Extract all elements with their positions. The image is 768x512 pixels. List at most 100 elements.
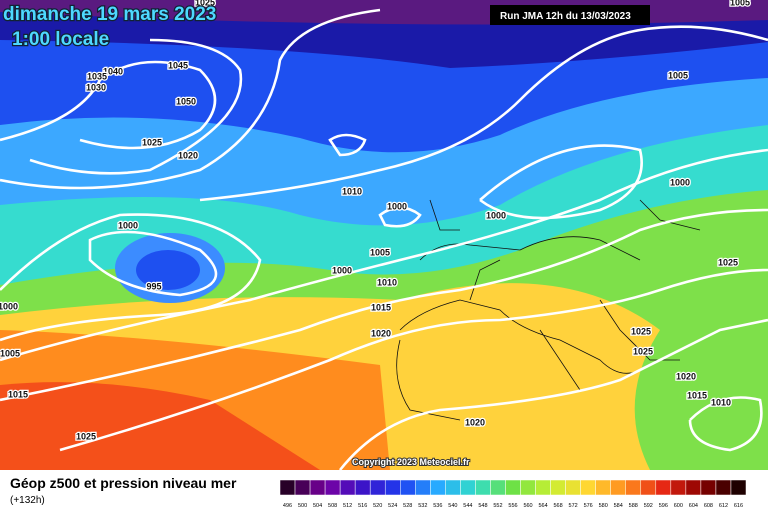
isobar-label: 1000 xyxy=(486,210,506,220)
isobar-label: 1010 xyxy=(711,397,731,407)
isobar-label: 1025 xyxy=(631,326,651,336)
isobar-label: 1015 xyxy=(8,389,28,399)
isobar-label: 1020 xyxy=(371,328,391,338)
colorbar-cell xyxy=(550,479,566,496)
isobar-label: 1005 xyxy=(668,70,688,80)
field xyxy=(136,250,200,290)
isobar-label: 1025 xyxy=(76,431,96,441)
colorbar-cell xyxy=(294,479,311,496)
isobar-label: 1035 xyxy=(87,71,107,81)
colorbar-label: 588 xyxy=(629,503,638,509)
colorbar-cell xyxy=(535,479,551,496)
colorbar-label: 572 xyxy=(569,503,578,509)
colorbar-cell xyxy=(670,479,687,496)
colorbar-cell xyxy=(595,479,611,496)
colorbar-cell xyxy=(354,479,371,496)
colorbar: 496 500 504 508 512 516 520 524 528 532 536 540 544 5… xyxy=(279,479,747,509)
isobar-label: 1015 xyxy=(371,302,391,312)
colorbar-label: 616 xyxy=(734,503,743,509)
colorbar-label: 612 xyxy=(719,503,728,509)
isobar-label: 1025 xyxy=(195,0,215,7)
run-info: Run JMA 12h du 13/03/2023 xyxy=(500,11,631,22)
colorbar-cell xyxy=(625,479,642,496)
isobar-label: 1020 xyxy=(676,371,696,381)
colorbar-label: 536 xyxy=(433,503,442,509)
colorbar-cell xyxy=(430,479,446,496)
colorbar-cell xyxy=(475,479,491,496)
colorbar-label: 560 xyxy=(523,503,532,509)
isobar-label: 1020 xyxy=(465,417,485,427)
colorbar-cell xyxy=(279,479,296,496)
colorbar-cell xyxy=(640,479,657,496)
colorbar-label: 576 xyxy=(584,503,593,509)
colorbar-cell xyxy=(324,479,341,496)
isobar-label: 1000 xyxy=(118,220,138,230)
isobar-label: 1045 xyxy=(168,60,188,70)
colorbar-label: 540 xyxy=(448,503,457,509)
colorbar-label: 552 xyxy=(493,503,502,509)
colorbar-label: 544 xyxy=(463,503,472,509)
local-time: 1:00 locale xyxy=(12,29,109,50)
colorbar-label: 568 xyxy=(554,503,563,509)
isobar-label: 1025 xyxy=(142,137,162,147)
colorbar-label: 508 xyxy=(328,503,337,509)
colorbar-cell xyxy=(685,479,702,496)
colorbar-label: 580 xyxy=(599,503,608,509)
isobar-label: 1010 xyxy=(377,277,397,287)
colorbar-cell xyxy=(445,479,461,496)
colorbar-cell xyxy=(715,479,732,496)
isobar-label: 1030 xyxy=(86,82,106,92)
isobar-label: 1025 xyxy=(718,257,738,267)
run-box xyxy=(490,5,650,25)
colorbar-label: 564 xyxy=(538,503,547,509)
isobar-label: 1015 xyxy=(687,390,707,400)
colorbar-label: 512 xyxy=(343,503,352,509)
colorbar-label: 500 xyxy=(298,503,307,509)
colorbar-label: 528 xyxy=(403,503,412,509)
isobar-label: 1010 xyxy=(342,186,362,196)
colorbar-label: 496 xyxy=(283,503,292,509)
copyright: Copyright 2023 Meteociel.fr xyxy=(352,457,470,467)
colorbar-cell xyxy=(415,479,431,496)
colorbar-label: 524 xyxy=(388,503,397,509)
colorbar-label: 504 xyxy=(313,503,322,509)
colorbar-cell xyxy=(490,479,506,496)
colorbar-cell xyxy=(369,479,386,496)
colorbar-label: 532 xyxy=(418,503,427,509)
colorbar-cell xyxy=(384,479,401,496)
colorbar-cell xyxy=(309,479,326,496)
isobar-label: 1000 xyxy=(0,301,18,311)
isobar-label: 1000 xyxy=(670,177,690,187)
isobar-label: 1005 xyxy=(730,0,750,7)
colorbar-cell xyxy=(700,479,717,496)
date-title: dimanche 19 mars 2023 xyxy=(3,4,216,25)
isobar-label: 1025 xyxy=(633,346,653,356)
colorbar-label: 592 xyxy=(644,503,653,509)
colorbar-label: 556 xyxy=(508,503,517,509)
lead-time: (+132h) xyxy=(10,495,45,506)
colorbar-label: 516 xyxy=(358,503,367,509)
colorbar-label: 604 xyxy=(689,503,698,509)
isobar-label: 1005 xyxy=(0,348,20,358)
colorbar-label: 520 xyxy=(373,503,382,509)
colorbar-label: 548 xyxy=(478,503,487,509)
colorbar-label: 608 xyxy=(704,503,713,509)
colorbar-cell xyxy=(565,479,581,496)
colorbar-label: 600 xyxy=(674,503,683,509)
colorbar-label: 584 xyxy=(614,503,623,509)
isobar-label: 1050 xyxy=(176,96,196,106)
colorbar-cell xyxy=(400,479,416,496)
colorbar-cell xyxy=(460,479,476,496)
field xyxy=(0,382,320,470)
isobar-label: 1005 xyxy=(370,247,390,257)
isobar-label: 1020 xyxy=(178,150,198,160)
isobar-label: 1000 xyxy=(332,265,352,275)
isobars xyxy=(0,8,768,471)
colorbar-cell xyxy=(655,479,672,496)
colorbar-cell xyxy=(730,479,747,496)
footer-title: Géop z500 et pression niveau mer xyxy=(10,475,237,491)
colorbar-cell xyxy=(610,479,626,496)
